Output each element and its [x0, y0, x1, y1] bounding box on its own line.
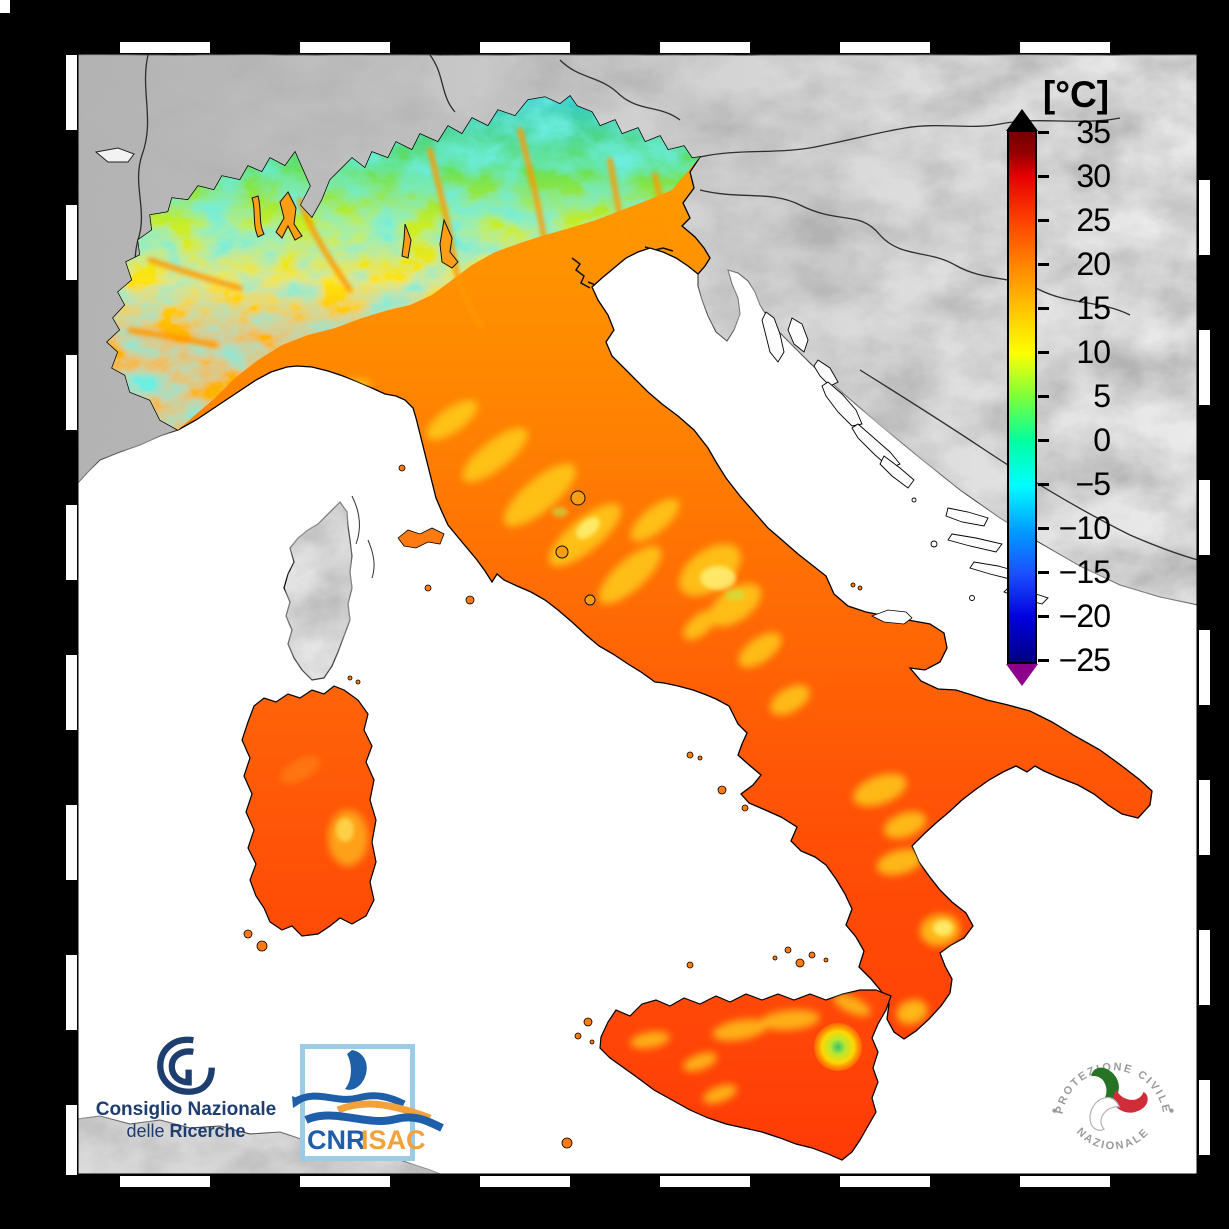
cnr-logo-line2: delle Ricerche [87, 1121, 285, 1142]
graticule-ticks-left [66, 55, 77, 1175]
isac-text-cnr: CNR [307, 1125, 366, 1155]
colorbar-tick-mark [1038, 571, 1049, 574]
pc-arc-bottom-text: NAZIONALE [1074, 1126, 1152, 1153]
sea-boundary-lines [351, 495, 375, 579]
lagoon-lesina [871, 609, 913, 625]
sardinia [241, 685, 377, 937]
colorbar-tick-mark [1038, 527, 1049, 530]
graticule-ticks-bottom [77, 1176, 1198, 1187]
colorbar-tick-label: 15 [1076, 290, 1111, 326]
map-frame [75, 51, 1200, 1177]
lakes [251, 191, 596, 606]
cnr-spiral-icon [157, 1036, 215, 1095]
cnr-logo: Consiglio Nazionale delle Ricerche [87, 1035, 285, 1142]
colorbar-tick-label: −5 [1075, 466, 1111, 502]
colorbar-tick-label: −10 [1058, 510, 1111, 546]
colorbar-tick-label: 20 [1076, 246, 1111, 282]
colorbar-tick-label: 0 [1093, 422, 1111, 458]
isac-wave-tail [292, 1096, 304, 1108]
lake-geneva [94, 147, 135, 163]
colorbar-tick-label: 5 [1093, 378, 1111, 414]
small-islands [243, 464, 863, 1149]
colorbar-tick-label: −20 [1058, 598, 1111, 634]
colorbar-tick-label: −15 [1058, 554, 1111, 590]
colorbar-tick-label: 35 [1076, 114, 1111, 150]
colorbar-tick-mark [1038, 131, 1049, 134]
graticule-ticks-right [1199, 180, 1210, 1176]
pc-dot-left [1052, 1108, 1057, 1113]
colorbar-tick-label: −25 [1058, 642, 1111, 678]
colorbar-tick-mark [1038, 483, 1049, 486]
cnr-isac-logo: CNR ISAC [292, 1044, 444, 1161]
colorbar-tick-label: 25 [1076, 202, 1111, 238]
cnr-logo-line1: Consiglio Nazionale [95, 1099, 277, 1120]
protezione-civile-logo: PROTEZIONE CIVILE NAZIONALE [1040, 1030, 1186, 1172]
colorbar-tick-mark [1038, 615, 1049, 618]
cnr-logo-ricerche: Ricerche [169, 1121, 246, 1141]
italy-temperature-texture [107, 96, 960, 1025]
corsica [283, 501, 353, 681]
cnr-logo-delle: delle [126, 1121, 170, 1141]
colorbar-title: [°C] [1042, 74, 1110, 115]
colorbar-tick-label: 10 [1076, 334, 1111, 370]
colorbar-tick-mark [1038, 439, 1049, 442]
colorbar-bar [1007, 130, 1037, 664]
colorbar-tick-mark [1038, 659, 1049, 662]
isac-comma-glyph [345, 1050, 367, 1090]
colorbar-tick-mark [1038, 307, 1049, 310]
colorbar-tick-mark [1038, 263, 1049, 266]
colorbar-tick-mark [1038, 351, 1049, 354]
pc-triskelion [1089, 1067, 1148, 1131]
colorbar-tick-mark [1038, 395, 1049, 398]
pc-dot-right [1169, 1108, 1174, 1113]
corner-notch [0, 0, 10, 13]
colorbar-tick-label: 30 [1076, 158, 1111, 194]
graticule-ticks-top [77, 42, 1198, 53]
colorbar-tick-mark [1038, 175, 1049, 178]
isac-text-isac: ISAC [361, 1125, 426, 1155]
etna-spot [814, 1023, 862, 1071]
isac-waves [292, 1092, 444, 1132]
colorbar-tick-mark [1038, 219, 1049, 222]
sicily [599, 989, 892, 1161]
